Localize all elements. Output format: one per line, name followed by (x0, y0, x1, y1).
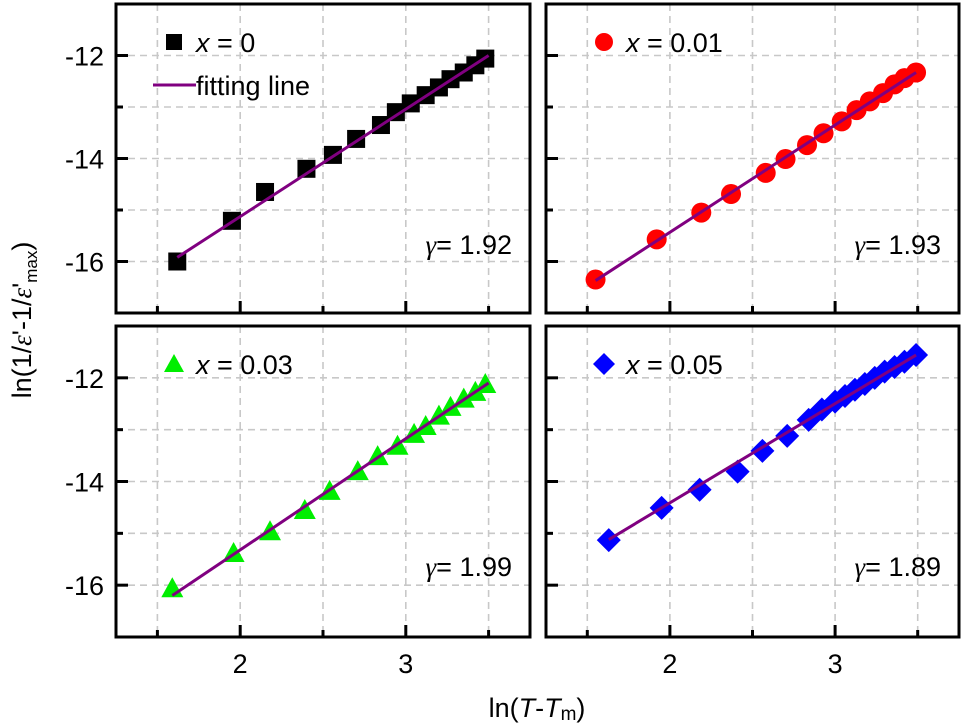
data-point (386, 103, 405, 122)
data-point (297, 159, 316, 178)
legend-label: x = 0.03 (194, 350, 293, 380)
data-point (293, 499, 316, 520)
legend-label: x = 0.01 (624, 28, 723, 58)
gamma-annotation: γ= 1.93 (855, 230, 941, 260)
gamma-annotation: γ= 1.99 (426, 552, 512, 582)
legend-label: x = 0.05 (624, 350, 723, 380)
fitting-line (171, 381, 490, 597)
panel-x005: 2 3 x = 0.05 γ= 1.89 (544, 324, 961, 679)
data-point (596, 528, 621, 553)
x-tick-label: 3 (398, 649, 413, 679)
fitting-line (608, 353, 917, 541)
y-axis-title: ln(1/ε'-1/ε'max) (7, 242, 41, 399)
fitting-line (594, 71, 917, 282)
panel-x001: x = 0.01 γ= 1.93 (544, 2, 961, 315)
y-tick-label: -16 (65, 248, 104, 278)
legend-label: x = 0 (194, 28, 255, 58)
x-tick-label: 2 (233, 649, 248, 679)
legend-marker (593, 353, 615, 375)
x-axis-title: ln(T-Tm) (489, 693, 586, 725)
legend-fit-label: fitting line (196, 71, 310, 101)
panel-x0: -12 -14 -16 x = 0 fitting line γ= 1.92 (65, 2, 532, 315)
y-tick-label: -12 (65, 42, 104, 72)
gamma-annotation: γ= 1.89 (855, 552, 941, 582)
y-tick-label: -14 (65, 145, 104, 175)
y-tick-label: -12 (65, 364, 104, 394)
x-tick-label: 3 (828, 649, 843, 679)
y-tick-label: -16 (65, 571, 104, 601)
panel-x003: -12 -14 -16 2 3 x = 0.03 γ= 1.99 (65, 324, 532, 679)
y-tick-label: -14 (65, 468, 104, 498)
legend-marker (166, 34, 182, 50)
x-tick-label: 2 (662, 649, 677, 679)
fitting-line (176, 54, 490, 259)
gamma-annotation: γ= 1.92 (426, 230, 512, 260)
data-point (168, 252, 187, 271)
legend-marker (595, 33, 613, 51)
legend-marker (164, 354, 184, 372)
data-point (687, 477, 712, 502)
data-point (256, 182, 275, 201)
